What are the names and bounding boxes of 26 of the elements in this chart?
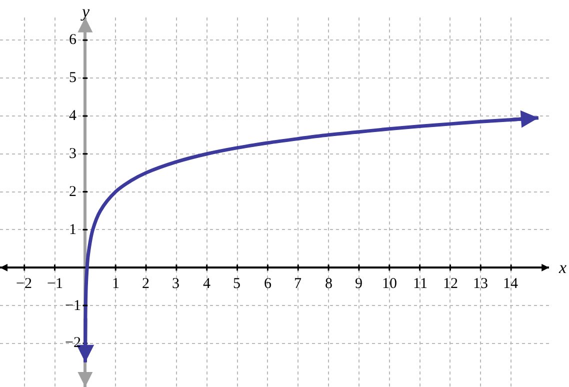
- x-tick-label: 5: [233, 276, 240, 292]
- x-tick-label: 12: [443, 276, 458, 292]
- x-tick-label: 9: [355, 276, 362, 292]
- x-tick-label: 4: [203, 276, 211, 292]
- x-tick-label: 10: [382, 276, 397, 292]
- x-tick-label: 2: [142, 276, 150, 292]
- x-tick-label: 6: [264, 276, 272, 292]
- y-tick-label: −2: [65, 335, 81, 351]
- y-tick-label: 3: [69, 146, 76, 162]
- x-tick-label: 1: [112, 276, 120, 292]
- y-tick-label: 6: [69, 32, 77, 48]
- x-axis-title: x: [558, 258, 567, 277]
- x-tick-label: 13: [473, 276, 488, 292]
- y-tick-label: 5: [69, 70, 76, 86]
- x-tick-label: 14: [503, 276, 518, 292]
- x-tick-label: −1: [47, 276, 63, 292]
- y-tick-label: 4: [69, 108, 77, 124]
- y-tick-label: 2: [69, 184, 76, 200]
- x-tick-label: 7: [294, 276, 302, 292]
- x-tick-label: 3: [172, 276, 180, 292]
- y-tick-label: −1: [65, 298, 81, 314]
- x-tick-label: −2: [16, 276, 32, 292]
- x-tick-label: 11: [413, 276, 428, 292]
- x-tick-label: 8: [325, 276, 332, 292]
- y-axis-title: y: [80, 2, 90, 21]
- y-tick-label: 1: [69, 222, 76, 238]
